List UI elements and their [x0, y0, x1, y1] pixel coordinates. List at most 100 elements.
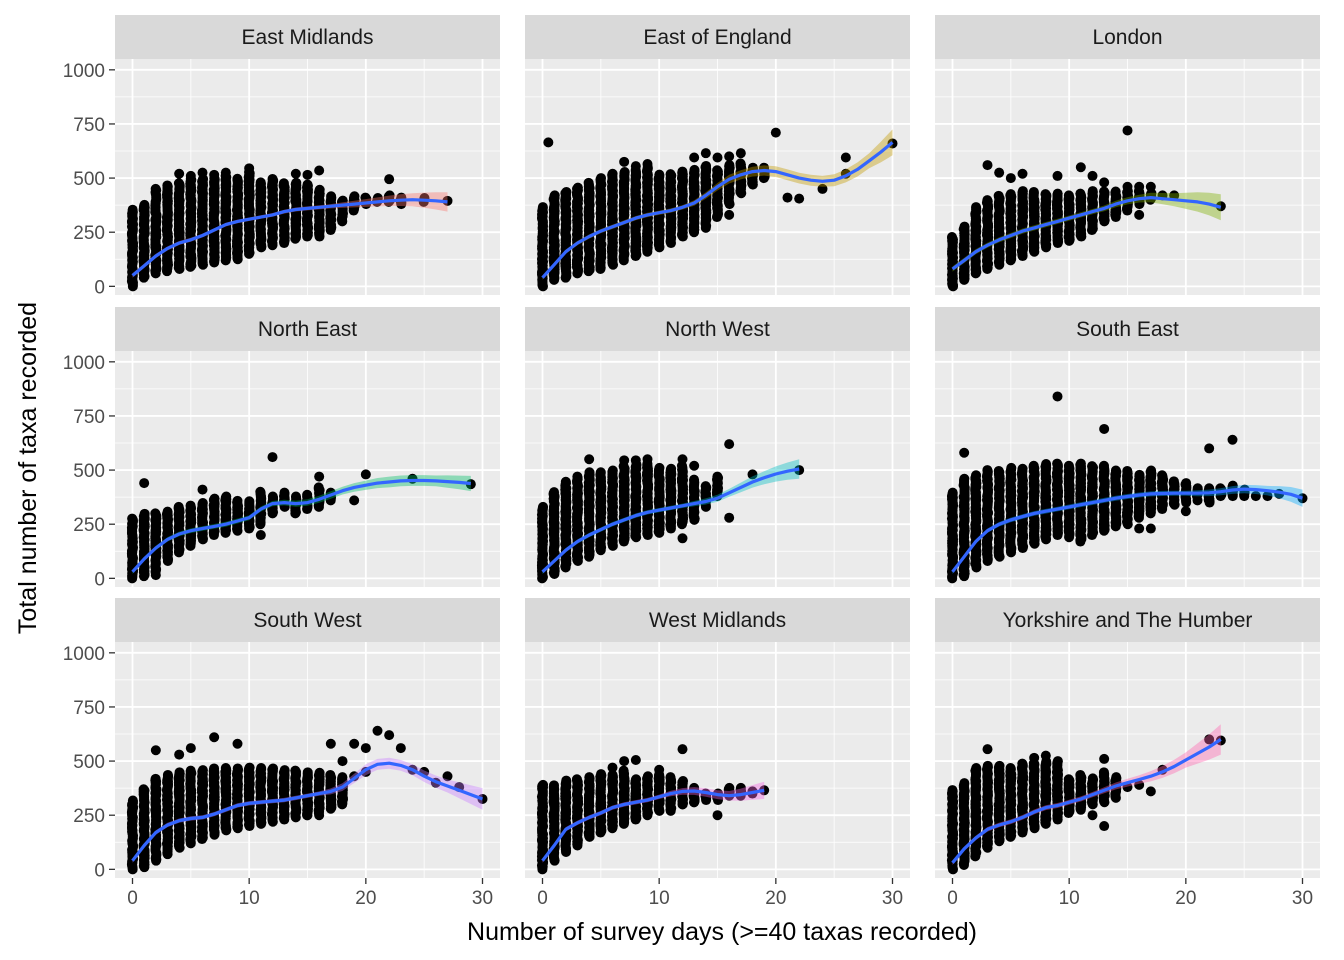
data-point	[1052, 170, 1063, 181]
point-column	[630, 165, 642, 262]
data-point	[384, 190, 395, 201]
data-point	[302, 179, 313, 190]
smooth-line	[951, 196, 1222, 271]
point-column	[1075, 188, 1087, 242]
data-point	[150, 183, 161, 194]
point-column	[243, 167, 255, 259]
point-column	[231, 173, 244, 265]
data-point	[538, 501, 549, 512]
point-column	[161, 506, 174, 567]
point-column	[560, 476, 572, 573]
data-point	[724, 160, 735, 171]
data-point	[1005, 189, 1016, 200]
data-point	[584, 467, 595, 478]
panel-plot-area	[126, 163, 453, 292]
data-point	[1075, 188, 1086, 199]
data-point	[349, 191, 360, 202]
point-column	[1028, 460, 1040, 549]
point-column	[970, 470, 982, 573]
point-column	[313, 184, 325, 242]
data-point	[619, 167, 630, 178]
facet-strip-label: North East	[258, 318, 357, 341]
data-point	[150, 508, 161, 519]
point-column	[1016, 463, 1029, 554]
data-point	[244, 496, 255, 507]
point-column	[711, 471, 724, 502]
data-point	[572, 182, 583, 193]
point-column	[583, 467, 595, 562]
data-point	[360, 192, 371, 203]
data-point	[1099, 186, 1110, 197]
facet-panel-east-of-england: East of England	[525, 15, 910, 295]
data-point	[209, 493, 220, 504]
data-point	[677, 533, 688, 544]
data-point	[619, 156, 630, 167]
data-point	[1017, 168, 1028, 179]
data-point	[267, 491, 278, 502]
data-point	[561, 186, 572, 197]
point-column	[138, 508, 150, 582]
data-point	[1028, 186, 1039, 197]
point-column	[255, 177, 267, 253]
data-point	[185, 500, 196, 511]
point-column	[220, 170, 232, 266]
data-point	[244, 163, 255, 174]
panel-plot-area	[536, 439, 805, 584]
data-point	[1122, 181, 1133, 192]
data-point	[654, 169, 665, 180]
data-point	[185, 170, 196, 181]
data-point	[700, 481, 711, 492]
data-point	[337, 195, 348, 206]
point-column	[665, 169, 677, 249]
panel-plot-area	[536, 127, 898, 292]
point-column	[723, 160, 735, 210]
point-column	[700, 481, 712, 512]
point-column	[150, 183, 162, 279]
data-point	[232, 495, 243, 506]
data-point	[255, 177, 266, 188]
data-point	[255, 530, 266, 541]
point-column	[1016, 186, 1029, 262]
point-column	[336, 195, 348, 227]
point-column	[1040, 459, 1052, 545]
point-column	[266, 491, 279, 519]
point-column	[173, 178, 185, 275]
data-point	[700, 222, 711, 233]
data-point	[712, 165, 723, 176]
facet-strip-label: North West	[665, 318, 770, 341]
data-point	[1110, 186, 1121, 197]
point-column	[150, 508, 162, 577]
data-point	[596, 173, 607, 184]
point-column	[126, 204, 139, 292]
y-tick-label: 1000	[63, 353, 105, 374]
data-point	[314, 165, 325, 176]
y-tick-label: 250	[73, 223, 105, 244]
data-point	[689, 474, 700, 485]
point-column	[196, 173, 209, 270]
point-column	[641, 162, 654, 257]
data-point	[1122, 125, 1133, 136]
point-column	[958, 221, 970, 285]
data-point	[173, 178, 184, 189]
facet-strip	[935, 307, 1320, 351]
data-point	[794, 193, 805, 204]
data-point	[677, 454, 688, 465]
data-point	[1040, 189, 1051, 200]
point-column	[1005, 189, 1017, 266]
point-column	[220, 491, 232, 538]
data-point	[642, 159, 653, 170]
data-point	[665, 521, 676, 532]
data-point	[959, 473, 970, 484]
data-point	[1099, 177, 1110, 188]
point-column	[618, 461, 630, 547]
point-column	[630, 459, 642, 543]
point-column	[606, 168, 619, 270]
data-point	[665, 169, 676, 180]
data-point	[654, 462, 665, 473]
point-column	[208, 173, 220, 268]
point-column	[278, 178, 290, 249]
data-point	[291, 177, 302, 188]
